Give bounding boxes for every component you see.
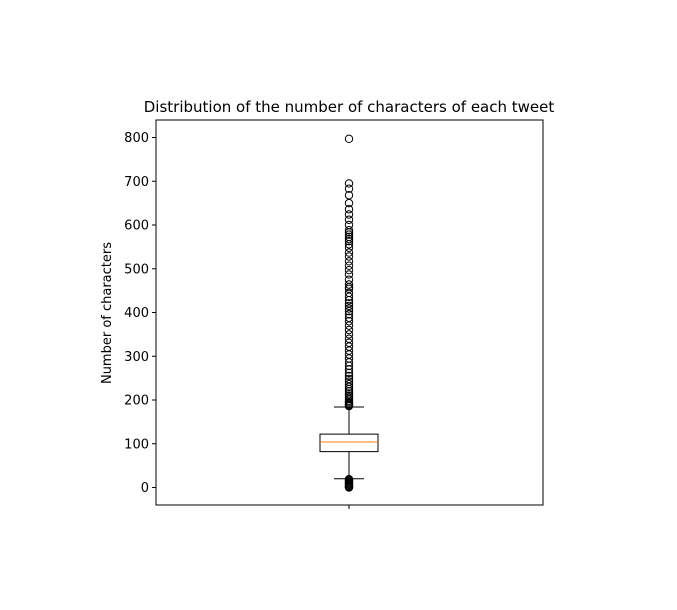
outlier-point-high — [344, 313, 354, 322]
outlier-point-high — [344, 334, 354, 343]
outlier-point-low — [344, 474, 354, 484]
outlier-point-high — [344, 380, 354, 389]
y-tick-label: 200 — [124, 394, 149, 409]
y-tick-label: 400 — [124, 306, 149, 321]
outlier-point-high — [344, 257, 354, 266]
outlier-point-high — [344, 226, 354, 235]
outlier-point-high — [344, 184, 354, 193]
outlier-point-high — [344, 371, 354, 381]
y-tick-label: 600 — [124, 219, 149, 234]
outlier-point-high — [344, 377, 354, 386]
y-tick-label: 100 — [124, 437, 149, 452]
y-axis-ticks: 0 100 200 300 400 500 600 700 800 — [124, 131, 156, 496]
outlier-point-high — [344, 205, 354, 214]
outlier-point-high — [344, 338, 354, 347]
outlier-point-high — [344, 325, 354, 335]
y-tick-label: 700 — [124, 175, 149, 190]
y-tick-label: 0 — [141, 481, 149, 496]
outlier-point-high — [344, 299, 354, 308]
y-tick-label: 800 — [124, 131, 149, 146]
outlier-point-high — [344, 179, 354, 188]
outlier-point-high — [344, 236, 354, 246]
interquartile-box — [319, 433, 379, 453]
outlier-point-high — [344, 275, 354, 284]
outlier-point-high — [344, 265, 354, 275]
outlier-points — [344, 134, 354, 492]
outlier-point-high — [344, 210, 354, 219]
chart-title: Distribution of the number of characters… — [144, 98, 555, 116]
outlier-point-high — [344, 248, 354, 257]
outlier-point-high — [344, 234, 354, 244]
outlier-point-high — [344, 288, 354, 298]
outlier-point-high — [344, 252, 354, 261]
y-tick-label: 300 — [124, 350, 149, 365]
outlier-point-high — [344, 391, 354, 400]
outlier-point-high — [344, 374, 354, 384]
outlier-point-high — [344, 301, 354, 311]
outlier-point-high — [344, 134, 354, 144]
outlier-point-high — [344, 389, 354, 398]
outlier-point-high — [344, 191, 354, 200]
outlier-point-high — [344, 215, 354, 224]
outlier-point-high — [344, 232, 354, 242]
outlier-point-high — [344, 304, 354, 313]
outlier-point-high — [344, 243, 354, 252]
y-tick-label: 500 — [124, 262, 149, 277]
y-axis-label: Number of characters — [100, 242, 115, 384]
outlier-point-high — [344, 261, 354, 270]
plot-area-frame — [155, 119, 544, 506]
outlier-point-high — [344, 280, 354, 289]
outlier-point-high — [344, 310, 354, 319]
outlier-point-high — [344, 220, 354, 230]
outlier-point-high — [344, 330, 354, 339]
outlier-point-high — [344, 230, 354, 239]
outlier-point-high — [344, 270, 354, 279]
